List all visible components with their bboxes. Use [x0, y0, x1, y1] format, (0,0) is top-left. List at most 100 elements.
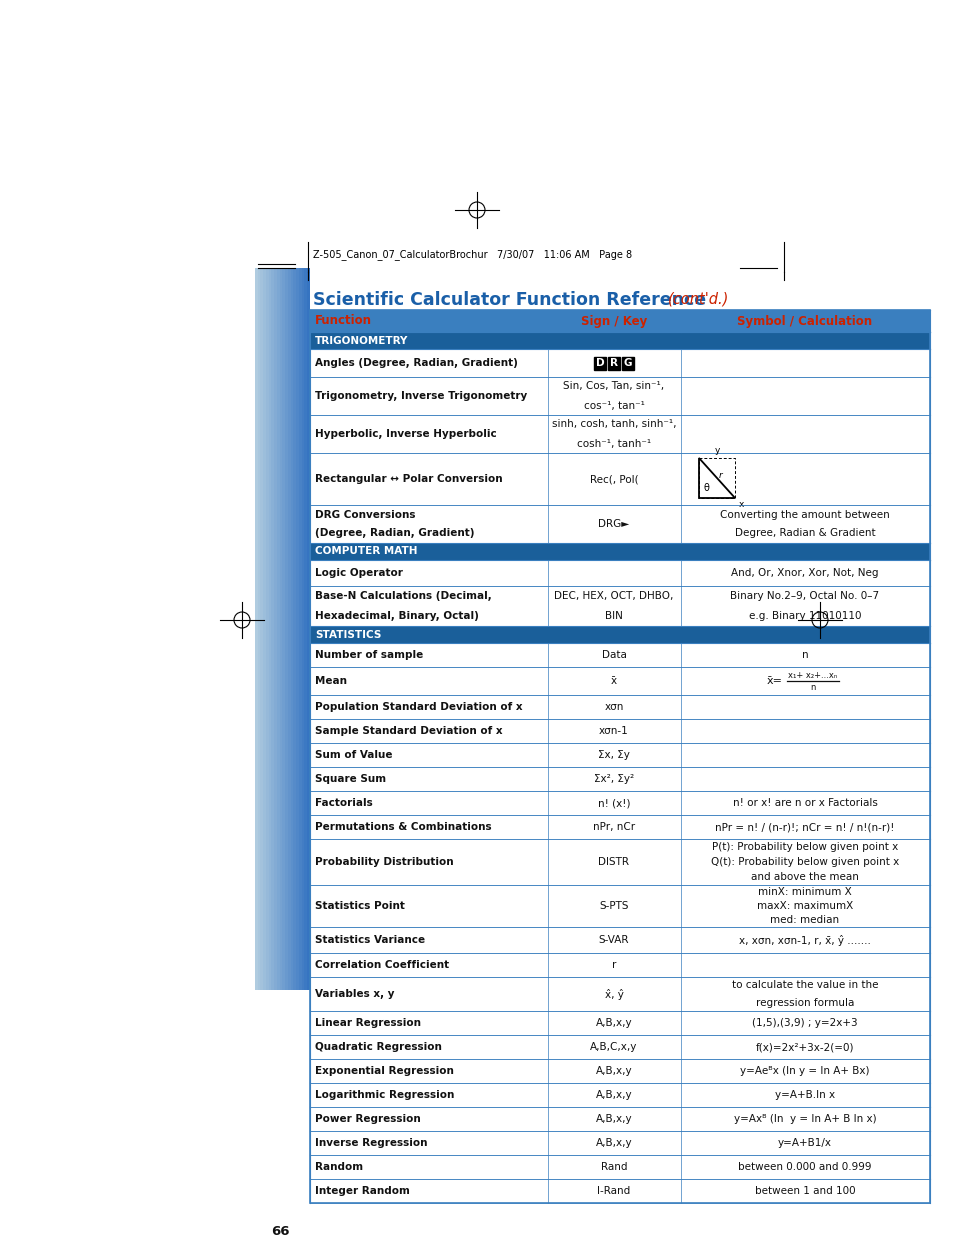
Text: Converting the amount between: Converting the amount between: [720, 510, 889, 520]
Text: Data: Data: [601, 650, 626, 659]
Bar: [310, 927, 929, 953]
Bar: [266, 268, 269, 990]
Text: Degree, Radian & Gradient: Degree, Radian & Gradient: [734, 529, 875, 538]
Bar: [607, 357, 619, 370]
Text: A,B,x,y: A,B,x,y: [595, 1114, 632, 1124]
Text: minX: minimum X: minX: minimum X: [758, 887, 851, 897]
Bar: [296, 268, 298, 990]
Bar: [310, 953, 929, 977]
Bar: [310, 695, 929, 719]
Text: Q(t): Probability below given point x: Q(t): Probability below given point x: [710, 857, 898, 867]
Text: Mean: Mean: [314, 676, 347, 685]
Text: R: R: [609, 358, 618, 368]
Text: Integer Random: Integer Random: [314, 1186, 410, 1195]
Bar: [310, 453, 929, 505]
Text: nPr, nCr: nPr, nCr: [593, 823, 635, 832]
Text: x: x: [739, 500, 743, 509]
Text: DEC, HEX, OCT, DHBO,: DEC, HEX, OCT, DHBO,: [554, 592, 673, 601]
Bar: [310, 1107, 929, 1131]
Text: nPr = n! / (n-r)!; nCr = n! / n!(n-r)!: nPr = n! / (n-r)!; nCr = n! / n!(n-r)!: [715, 823, 894, 832]
Text: Inverse Regression: Inverse Regression: [314, 1137, 427, 1149]
Bar: [254, 268, 257, 990]
Text: Correlation Coefficient: Correlation Coefficient: [314, 960, 449, 969]
Text: Quadratic Regression: Quadratic Regression: [314, 1042, 441, 1052]
Bar: [310, 332, 929, 350]
Bar: [310, 310, 929, 332]
Text: between 0.000 and 0.999: between 0.000 and 0.999: [738, 1162, 871, 1172]
Bar: [310, 839, 929, 885]
Text: STATISTICS: STATISTICS: [314, 630, 381, 640]
Text: S-VAR: S-VAR: [598, 935, 629, 945]
Text: Scientific Calculator Function Reference: Scientific Calculator Function Reference: [313, 291, 705, 309]
Bar: [274, 268, 276, 990]
Text: Sample Standard Deviation of x: Sample Standard Deviation of x: [314, 726, 502, 736]
Text: A,B,x,y: A,B,x,y: [595, 1091, 632, 1100]
Bar: [310, 885, 929, 927]
Bar: [310, 377, 929, 415]
Text: And, Or, Xnor, Xor, Not, Neg: And, Or, Xnor, Xor, Not, Neg: [731, 568, 878, 578]
Text: y=Axᴮ (ln  y = ln A+ B ln x): y=Axᴮ (ln y = ln A+ B ln x): [733, 1114, 876, 1124]
Text: n! or x! are n or x Factorials: n! or x! are n or x Factorials: [732, 798, 877, 808]
Text: n! (x!): n! (x!): [598, 798, 630, 808]
Text: Hyperbolic, Inverse Hyperbolic: Hyperbolic, Inverse Hyperbolic: [314, 429, 497, 438]
Text: Probability Distribution: Probability Distribution: [314, 857, 453, 867]
Text: S-PTS: S-PTS: [598, 902, 628, 911]
Bar: [298, 268, 301, 990]
Bar: [310, 626, 929, 643]
Text: I-Rand: I-Rand: [597, 1186, 630, 1195]
Bar: [291, 268, 294, 990]
Text: DISTR: DISTR: [598, 857, 629, 867]
Text: Permutations & Combinations: Permutations & Combinations: [314, 823, 491, 832]
Bar: [257, 268, 260, 990]
Text: Function: Function: [314, 315, 372, 327]
Text: r: r: [611, 960, 616, 969]
Text: Rectangular ↔ Polar Conversion: Rectangular ↔ Polar Conversion: [314, 474, 502, 484]
Bar: [269, 268, 272, 990]
Text: Σx, Σy: Σx, Σy: [598, 750, 629, 760]
Text: n: n: [801, 650, 807, 659]
Bar: [263, 268, 266, 990]
Text: Power Regression: Power Regression: [314, 1114, 420, 1124]
Text: f(x)=2x²+3x-2(=0): f(x)=2x²+3x-2(=0): [755, 1042, 853, 1052]
Text: Rec(, Pol(: Rec(, Pol(: [589, 474, 638, 484]
Text: xσn-1: xσn-1: [598, 726, 628, 736]
Bar: [310, 1083, 929, 1107]
Text: G: G: [623, 358, 632, 368]
Bar: [285, 268, 288, 990]
Bar: [310, 1179, 929, 1203]
Text: (1,5),(3,9) ; y=2x+3: (1,5),(3,9) ; y=2x+3: [751, 1018, 857, 1028]
Text: Number of sample: Number of sample: [314, 650, 423, 659]
Text: Random: Random: [314, 1162, 363, 1172]
Text: TRIGONOMETRY: TRIGONOMETRY: [314, 336, 408, 346]
Text: Exponential Regression: Exponential Regression: [314, 1066, 454, 1076]
Bar: [272, 268, 274, 990]
Text: n: n: [809, 683, 815, 693]
Bar: [301, 268, 304, 990]
Text: cosh⁻¹, tanh⁻¹: cosh⁻¹, tanh⁻¹: [577, 438, 650, 448]
Text: x̂, ŷ: x̂, ŷ: [604, 988, 622, 999]
Text: A,B,x,y: A,B,x,y: [595, 1018, 632, 1028]
Text: sinh, cosh, tanh, sinh⁻¹,: sinh, cosh, tanh, sinh⁻¹,: [551, 420, 676, 430]
Bar: [310, 350, 929, 377]
Bar: [294, 268, 296, 990]
Bar: [310, 643, 929, 667]
Text: x̄=: x̄=: [766, 676, 782, 685]
Text: Population Standard Deviation of x: Population Standard Deviation of x: [314, 701, 522, 713]
Text: θ: θ: [702, 483, 708, 493]
Bar: [310, 585, 929, 626]
Text: Linear Regression: Linear Regression: [314, 1018, 420, 1028]
Text: med: median: med: median: [770, 915, 839, 925]
Text: Square Sum: Square Sum: [314, 774, 386, 784]
Text: COMPUTER MATH: COMPUTER MATH: [314, 547, 417, 557]
Bar: [310, 543, 929, 559]
Text: y=A+B1/x: y=A+B1/x: [778, 1137, 831, 1149]
Text: Statistics Point: Statistics Point: [314, 902, 404, 911]
Text: A,B,x,y: A,B,x,y: [595, 1137, 632, 1149]
Text: y: y: [714, 446, 719, 454]
Bar: [282, 268, 285, 990]
Text: Z-505_Canon_07_CalculatorBrochur   7/30/07   11:06 AM   Page 8: Z-505_Canon_07_CalculatorBrochur 7/30/07…: [313, 249, 632, 261]
Text: A,B,C,x,y: A,B,C,x,y: [590, 1042, 637, 1052]
Text: A,B,x,y: A,B,x,y: [595, 1066, 632, 1076]
Bar: [310, 1131, 929, 1155]
Bar: [310, 815, 929, 839]
